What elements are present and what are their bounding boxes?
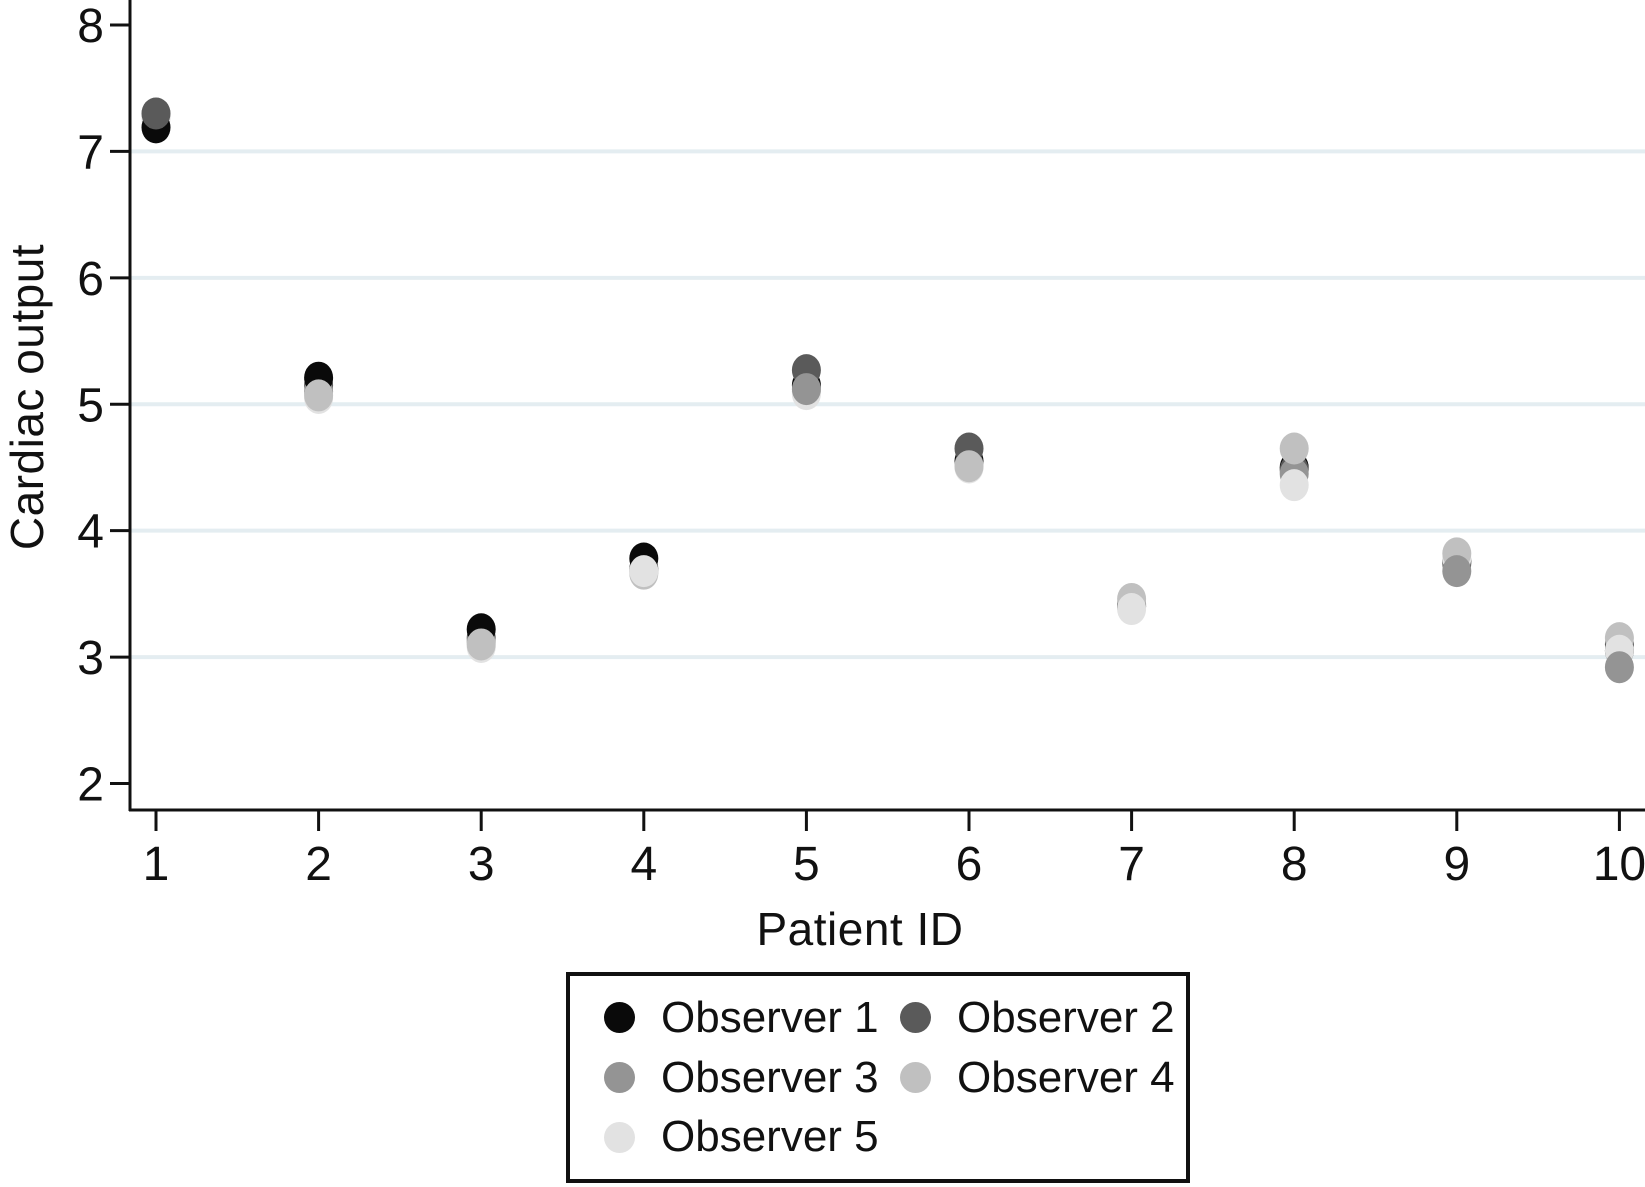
y-tick-label-3: 3 <box>77 632 104 685</box>
point-observer5-patient8 <box>1279 469 1309 502</box>
point-observer3-patient9 <box>1442 555 1472 588</box>
legend-label-observer-3: Observer 3 <box>661 1052 879 1102</box>
legend-label-observer-1: Observer 1 <box>661 992 879 1042</box>
point-observer4-patient3 <box>466 628 496 661</box>
x-tick-label-7: 7 <box>1118 838 1145 891</box>
legend-label-observer-5: Observer 5 <box>661 1112 879 1162</box>
x-tick-label-4: 4 <box>630 838 657 891</box>
y-axis-title: Cardiac output <box>1 243 53 551</box>
point-observer2-patient1 <box>141 97 171 130</box>
point-observer5-patient4 <box>629 555 659 588</box>
legend-swatch-observer-4-icon <box>900 1062 931 1093</box>
legend-label-observer-4: Observer 4 <box>957 1052 1175 1102</box>
x-tick-label-1: 1 <box>143 838 170 891</box>
y-tick-label-6: 6 <box>77 253 104 306</box>
legend-entry-observer-1: Observer 1 <box>604 990 900 1046</box>
point-observer5-patient7 <box>1117 593 1147 626</box>
legend-swatch-observer-5-icon <box>604 1121 635 1153</box>
legend-label-observer-2: Observer 2 <box>957 992 1175 1042</box>
point-observer4-patient2 <box>304 379 334 412</box>
point-observer4-patient8 <box>1279 432 1309 465</box>
x-tick-label-6: 6 <box>956 838 983 891</box>
point-observer4-patient6 <box>954 450 984 483</box>
legend-swatch-observer-3-icon <box>604 1062 635 1093</box>
legend-swatch-observer-1-icon <box>604 1002 635 1034</box>
x-tick-label-3: 3 <box>468 838 495 891</box>
x-axis-title: Patient ID <box>756 903 964 955</box>
legend-entry-observer-2: Observer 2 <box>900 990 1175 1046</box>
y-tick-label-4: 4 <box>77 506 104 559</box>
y-tick-label-8: 8 <box>77 0 104 53</box>
legend-swatch-observer-2-icon <box>900 1002 931 1034</box>
x-tick-label-8: 8 <box>1281 838 1308 891</box>
legend-entry-observer-3: Observer 3 <box>604 1050 900 1106</box>
x-tick-label-5: 5 <box>793 838 820 891</box>
point-observer3-patient10 <box>1604 651 1634 684</box>
x-tick-label-10: 10 <box>1593 838 1645 891</box>
y-tick-label-2: 2 <box>77 759 104 812</box>
x-tick-label-2: 2 <box>305 838 332 891</box>
y-tick-label-7: 7 <box>77 126 104 179</box>
legend-box: Observer 1 Observer 2 Observer 3 Observe… <box>566 972 1190 1183</box>
x-tick-label-9: 9 <box>1443 838 1470 891</box>
legend-entry-observer-5: Observer 5 <box>604 1109 900 1165</box>
point-observer3-patient5 <box>791 373 821 406</box>
y-tick-label-5: 5 <box>77 379 104 432</box>
legend-entry-observer-4: Observer 4 <box>900 1050 1175 1106</box>
